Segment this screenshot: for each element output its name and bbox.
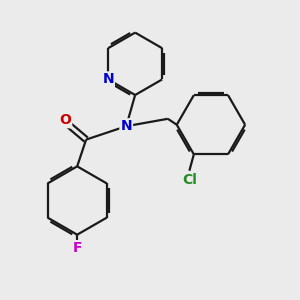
Text: O: O xyxy=(59,113,71,127)
Text: F: F xyxy=(72,241,82,255)
Text: Cl: Cl xyxy=(182,172,197,187)
Text: N: N xyxy=(120,119,132,133)
Text: N: N xyxy=(102,72,114,86)
